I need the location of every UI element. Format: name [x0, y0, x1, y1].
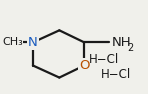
Text: O: O: [79, 59, 90, 72]
Text: NH: NH: [112, 36, 132, 49]
Text: CH₃: CH₃: [2, 37, 23, 47]
Text: H−Cl: H−Cl: [89, 53, 119, 66]
Text: 2: 2: [127, 43, 133, 53]
Text: H−Cl: H−Cl: [100, 68, 131, 81]
Text: N: N: [28, 36, 38, 49]
